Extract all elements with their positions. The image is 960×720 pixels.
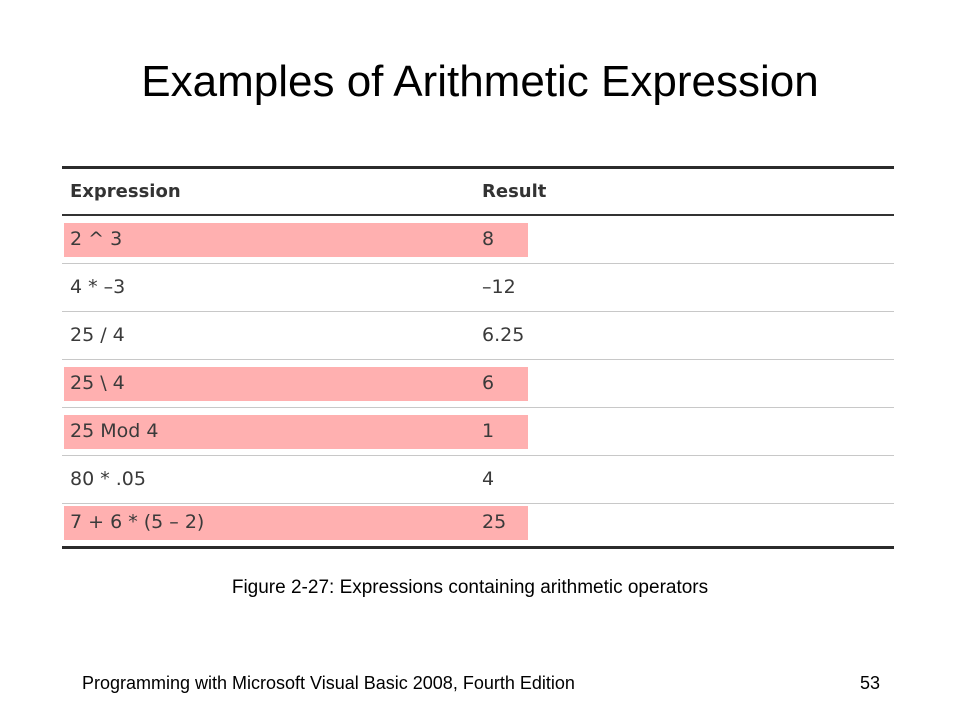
row-divider: [62, 263, 894, 264]
result-cell: 8: [482, 228, 495, 250]
table-row: 25 \ 4 6: [62, 360, 894, 407]
table-top-rule: [62, 166, 894, 169]
table-row: 80 * .05 4: [62, 456, 894, 503]
page-number: 53: [859, 673, 880, 693]
expression-cell: 4 * –3: [70, 276, 126, 298]
row-highlight: [64, 223, 528, 257]
table-header-rule: [62, 214, 894, 216]
expressions-table: Expression Result 2 ^ 3 8 4 * –3 –12 25 …: [62, 166, 894, 552]
row-highlight: [64, 415, 528, 449]
expression-cell: 80 * .05: [70, 468, 146, 490]
result-cell: 25: [482, 511, 507, 533]
row-divider: [62, 503, 894, 504]
result-cell: –12: [482, 276, 516, 298]
expression-cell: 2 ^ 3: [70, 228, 123, 250]
expression-cell: 25 / 4: [70, 324, 125, 346]
table-row: 25 Mod 4 1: [62, 408, 894, 455]
slide-title: Examples of Arithmetic Expression: [141, 57, 819, 106]
header-result: Result: [482, 181, 547, 202]
figure-caption: Figure 2-27: Expressions containing arit…: [231, 577, 709, 598]
header-expression: Expression: [70, 181, 181, 202]
table-header-row: Expression Result: [62, 169, 894, 214]
row-highlight: [64, 367, 528, 401]
row-divider: [62, 407, 894, 408]
expression-cell: 7 + 6 * (5 – 2): [70, 511, 205, 533]
row-highlight: [64, 506, 528, 540]
footer-book-title: Programming with Microsoft Visual Basic …: [82, 673, 575, 693]
table-row: 7 + 6 * (5 – 2) 25: [62, 499, 894, 546]
result-cell: 1: [482, 420, 495, 442]
result-cell: 6.25: [482, 324, 525, 346]
row-divider: [62, 311, 894, 312]
table-row: 25 / 4 6.25: [62, 312, 894, 359]
table-row: 4 * –3 –12: [62, 264, 894, 311]
table-row: 2 ^ 3 8: [62, 216, 894, 263]
row-divider: [62, 359, 894, 360]
result-cell: 4: [482, 468, 495, 490]
expression-cell: 25 Mod 4: [70, 420, 159, 442]
table-bottom-rule: [62, 546, 894, 549]
row-divider: [62, 455, 894, 456]
expression-cell: 25 \ 4: [70, 372, 125, 394]
result-cell: 6: [482, 372, 495, 394]
